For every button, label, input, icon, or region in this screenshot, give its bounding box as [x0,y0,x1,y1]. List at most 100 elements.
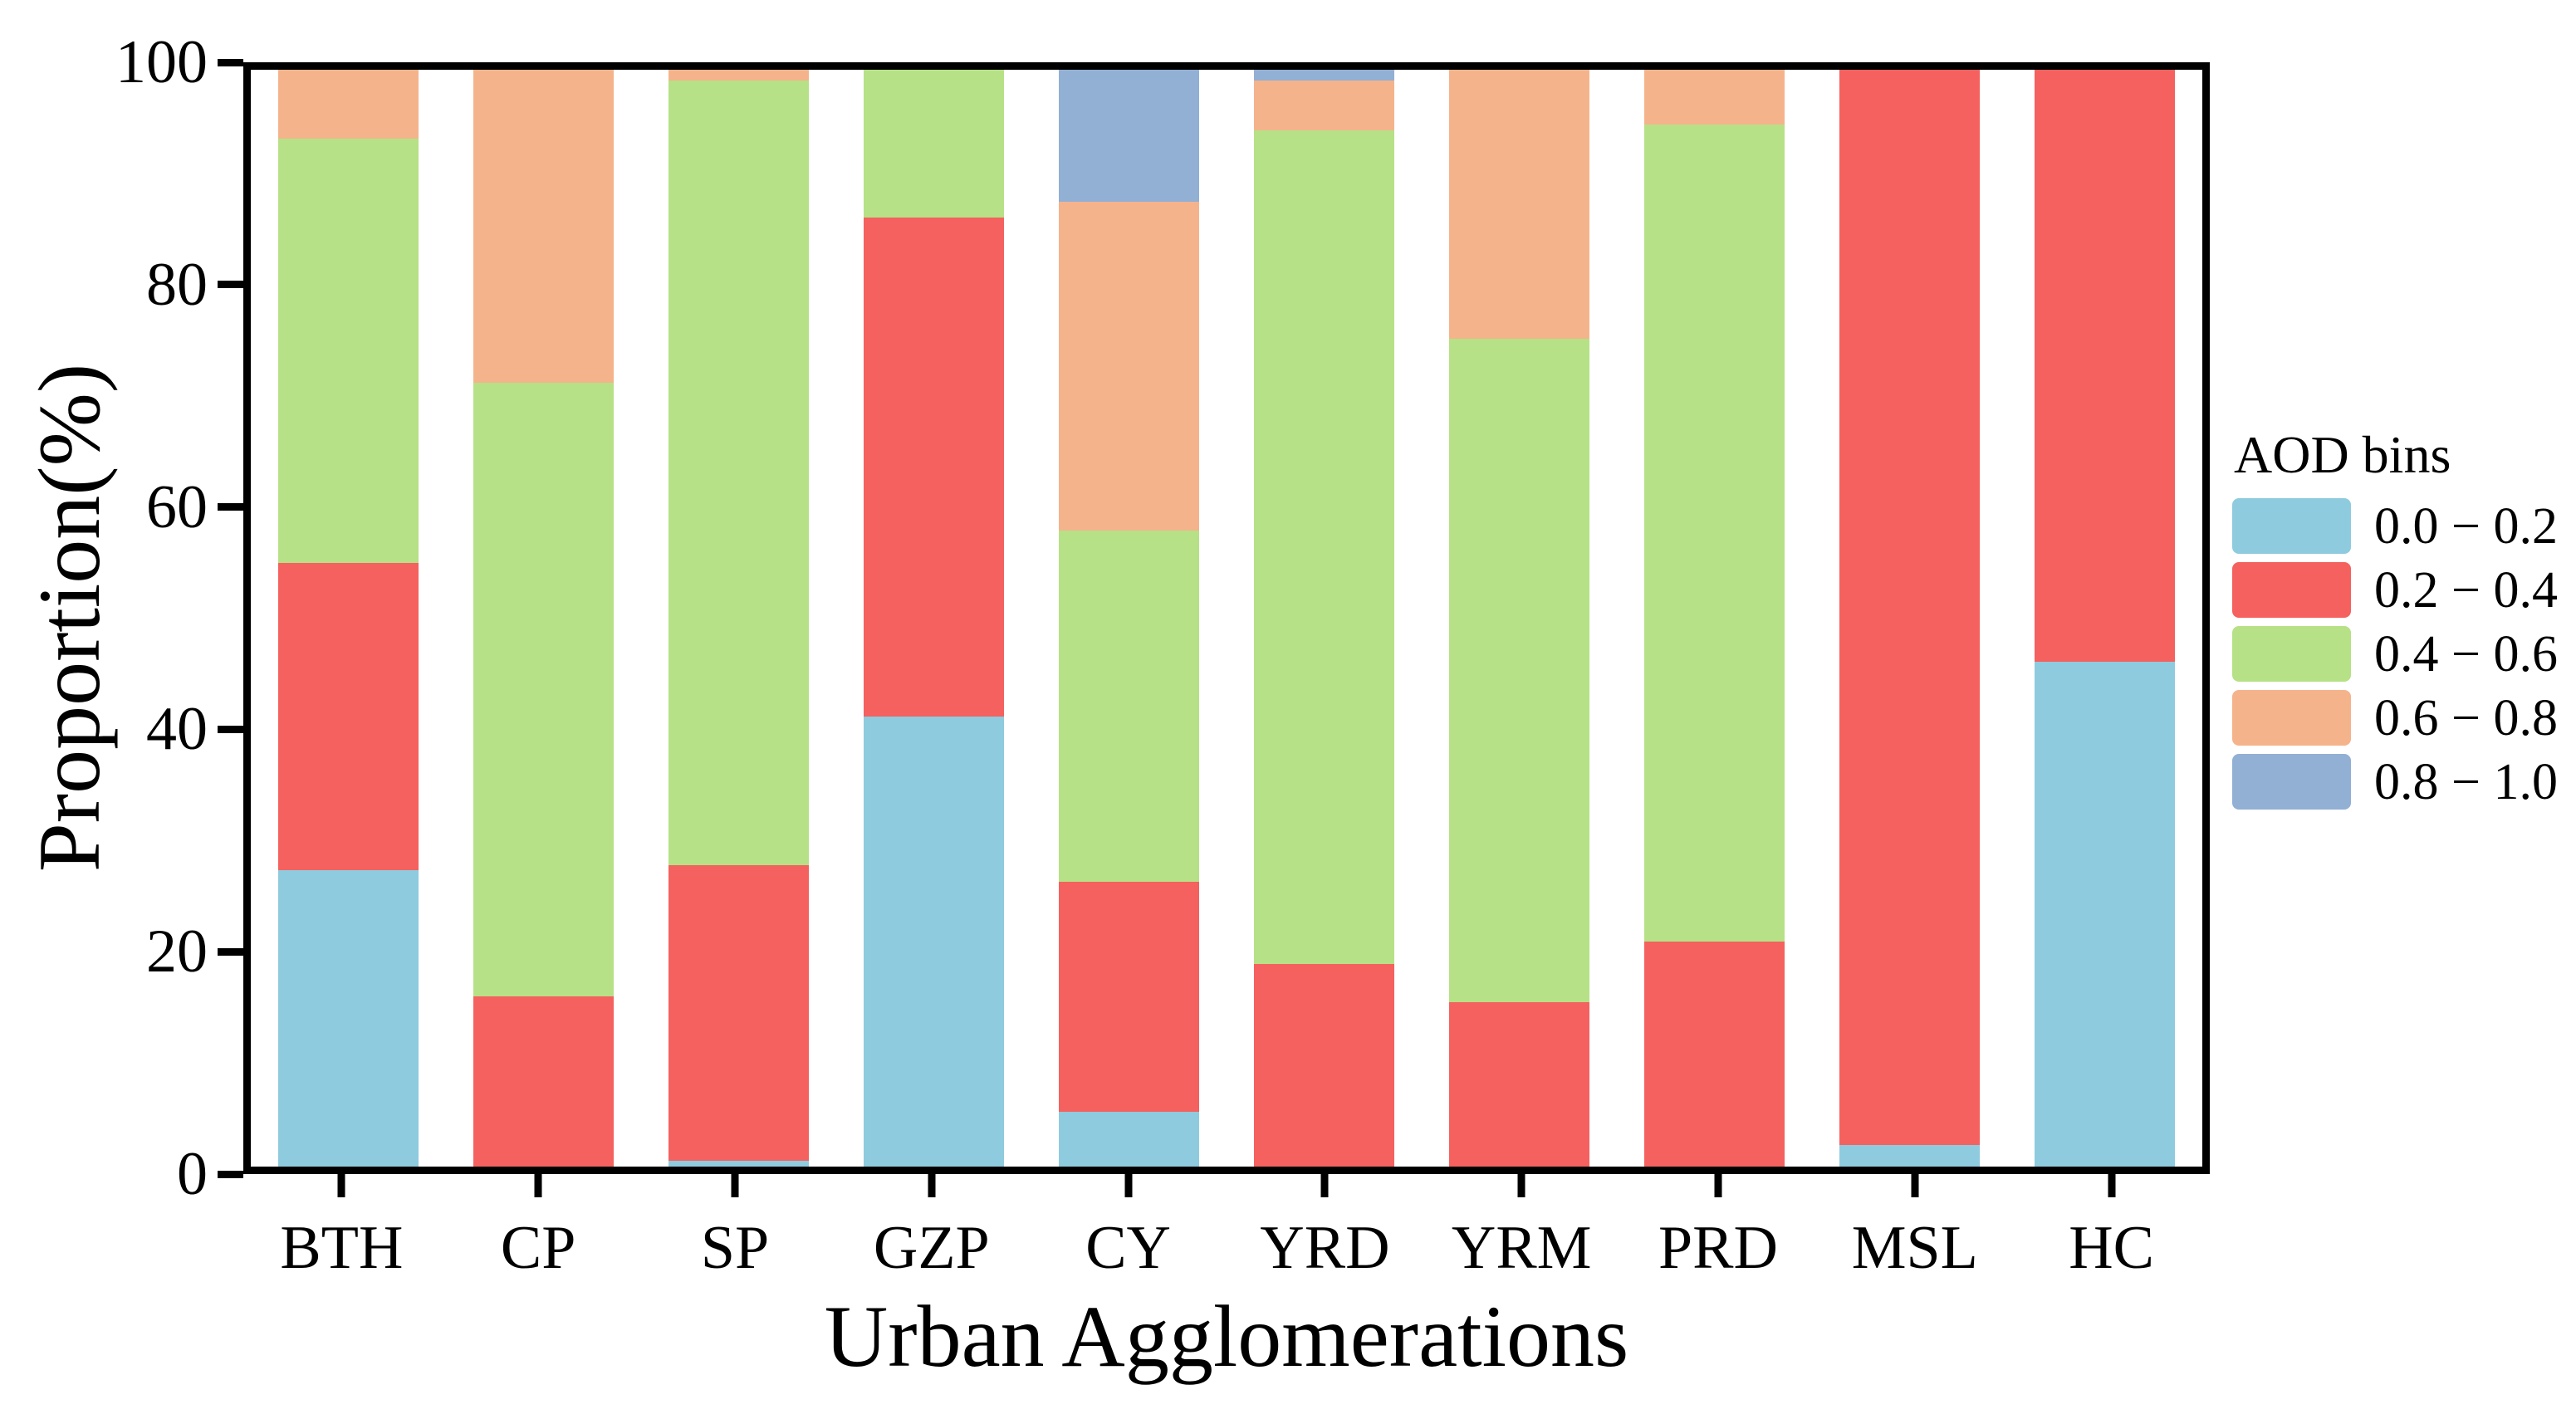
bar-slot-sp [641,70,836,1167]
x-tick-label-msl: MSL [1851,1214,1978,1282]
legend-swatch [2232,562,2351,618]
bar-segment [277,139,419,564]
bar-segment [277,70,419,139]
bar-segment [1253,70,1395,81]
bar-segment [1058,530,1200,882]
bar-segment [1253,963,1395,1167]
stacked-bar-bth [277,70,419,1167]
bar-segment [277,563,419,871]
x-tick-mark [534,1174,542,1197]
legend-label: 0.2 − 0.4 [2374,561,2558,619]
x-tick-label-yrm: YRM [1451,1214,1592,1282]
bars-container [251,70,2202,1167]
x-tick-mark [2108,1174,2116,1197]
bar-segment [1448,338,1590,1002]
stacked-bar-msl [1839,70,1981,1167]
y-tick-mark [218,58,243,66]
stacked-bar-cy [1058,70,1200,1167]
y-tick-label: 0 [177,1140,208,1208]
bar-slot-bth [251,70,446,1167]
x-axis-title: Urban Agglomerations [824,1288,1629,1385]
y-tick-mark [218,725,243,733]
stacked-bar-cp [473,70,615,1167]
x-tick-mark [1320,1174,1329,1197]
y-tick-label: 60 [146,472,208,541]
legend-item: 0.4 − 0.6 [2232,626,2558,682]
bar-segment [1839,1144,1981,1167]
legend-label: 0.6 − 0.8 [2374,689,2558,746]
bar-segment [1448,70,1590,339]
stacked-bar-gzp [863,70,1005,1167]
bar-segment [1643,942,1785,1167]
bar-segment [863,717,1005,1167]
legend-swatch [2232,626,2351,682]
bar-segment [1058,1111,1200,1167]
bar-segment [1058,881,1200,1112]
bar-segment [473,70,615,383]
x-tick-label-prd: PRD [1658,1214,1778,1282]
stacked-bar-yrm [1448,70,1590,1167]
bar-segment [473,996,615,1167]
bar-slot-cp [446,70,641,1167]
y-tick-label: 80 [146,250,208,319]
legend-swatch [2232,754,2351,810]
stacked-bar-prd [1643,70,1785,1167]
x-tick-mark [1517,1174,1526,1197]
y-tick-label: 40 [146,695,208,764]
y-tick-mark [218,503,243,511]
x-tick-mark [731,1174,739,1197]
legend-label: 0.4 − 0.6 [2374,625,2558,683]
x-tick-label-gzp: GZP [873,1214,990,1282]
legend-item: 0.0 − 0.2 [2232,498,2558,554]
y-tick-label: 20 [146,917,208,986]
bar-slot-yrm [1422,70,1617,1167]
bar-slot-hc [2007,70,2202,1167]
y-tick-label: 100 [115,28,208,96]
bar-slot-prd [1617,70,1812,1167]
bar-segment [1643,125,1785,942]
bar-segment [2034,70,2176,663]
bar-segment [1253,81,1395,130]
bar-slot-cy [1031,70,1227,1167]
bar-segment [863,218,1005,717]
legend-item: 0.8 − 1.0 [2232,754,2558,810]
bar-segment [863,70,1005,218]
bar-slot-gzp [836,70,1031,1167]
bar-segment [1643,70,1785,125]
x-tick-label-yrd: YRD [1260,1214,1390,1282]
legend-item: 0.6 − 0.8 [2232,690,2558,746]
x-tick-mark [337,1174,345,1197]
legend-swatch [2232,498,2351,554]
x-tick-mark [928,1174,936,1197]
bar-segment [668,81,810,865]
x-tick-mark [1911,1174,1919,1197]
legend-items: 0.0 − 0.2 0.2 − 0.4 0.4 − 0.6 0.6 − 0.8 0.8 … [2232,498,2558,810]
y-axis-title: Proportion(%) [21,363,118,873]
stacked-bar-sp [668,70,810,1167]
plot-area [243,62,2210,1174]
bar-segment [1253,130,1395,964]
bar-segment [277,870,419,1167]
bar-segment [1839,70,1981,1145]
legend-title: AOD bins [2234,425,2451,484]
stacked-bar-hc [2034,70,2176,1167]
legend-item: 0.2 − 0.4 [2232,562,2558,618]
bar-segment [473,382,615,997]
x-tick-label-sp: SP [700,1214,770,1282]
bar-segment [1058,201,1200,531]
bar-segment [668,864,810,1162]
bar-slot-yrd [1227,70,1422,1167]
bar-segment [668,1161,810,1167]
x-tick-mark [1124,1174,1133,1197]
legend-swatch [2232,690,2351,746]
y-tick-mark [218,281,243,289]
legend-label: 0.8 − 1.0 [2374,753,2558,810]
legend: AOD bins 0.0 − 0.2 0.2 − 0.4 0.4 − 0.6 0.6 … [2232,428,2558,818]
bar-segment [668,70,810,81]
stacked-bar-yrd [1253,70,1395,1167]
y-tick-mark [218,1170,243,1178]
bar-slot-msl [1812,70,2007,1167]
x-tick-label-cp: CP [500,1214,576,1282]
x-tick-mark [1714,1174,1722,1197]
